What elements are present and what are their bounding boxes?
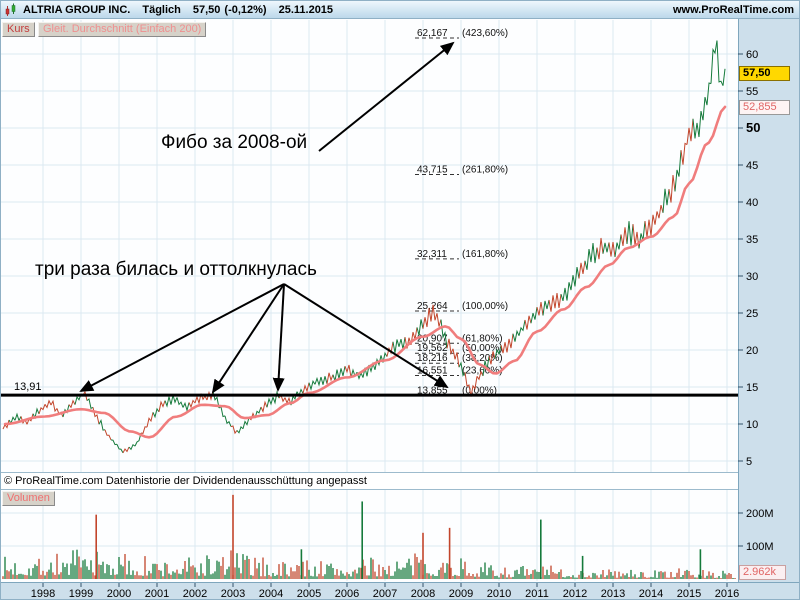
website-link[interactable]: www.ProRealTime.com xyxy=(672,3,794,16)
price-chart-pane[interactable] xyxy=(1,19,738,472)
instrument-name: ALTRIA GROUP INC. xyxy=(23,3,131,16)
timeframe-label: Täglich xyxy=(142,3,181,16)
header-date: 25.11.2015 xyxy=(278,3,334,16)
last-price-tag: 57,50 xyxy=(739,66,790,81)
header-change-percent: (-0,12%) xyxy=(224,3,267,16)
annotation-bounce-text[interactable]: три раза билась и оттолкнулась xyxy=(35,259,317,280)
time-axis[interactable] xyxy=(1,582,799,599)
volumen-indicator-chip[interactable]: Volumen xyxy=(2,491,55,506)
header-last-price: 57,50 xyxy=(192,3,221,16)
annotation-fibo-text[interactable]: Фибо за 2008-ой xyxy=(161,132,308,153)
kurs-indicator-chip[interactable]: Kurs xyxy=(2,22,35,37)
ma-value-tag: 52,855 xyxy=(739,100,790,115)
title-bar: ALTRIA GROUP INC. Täglich 57,50 (-0,12%)… xyxy=(1,1,799,19)
footer-note: © ProRealTime.com Datenhistorie der Divi… xyxy=(1,472,738,489)
candlestick-icon xyxy=(5,3,16,16)
volume-pane[interactable] xyxy=(1,489,738,582)
volume-value-tag: 2.962k xyxy=(739,565,786,580)
moving-average-chip[interactable]: Gleit. Durchschnitt (Einfach 200) xyxy=(38,22,207,37)
